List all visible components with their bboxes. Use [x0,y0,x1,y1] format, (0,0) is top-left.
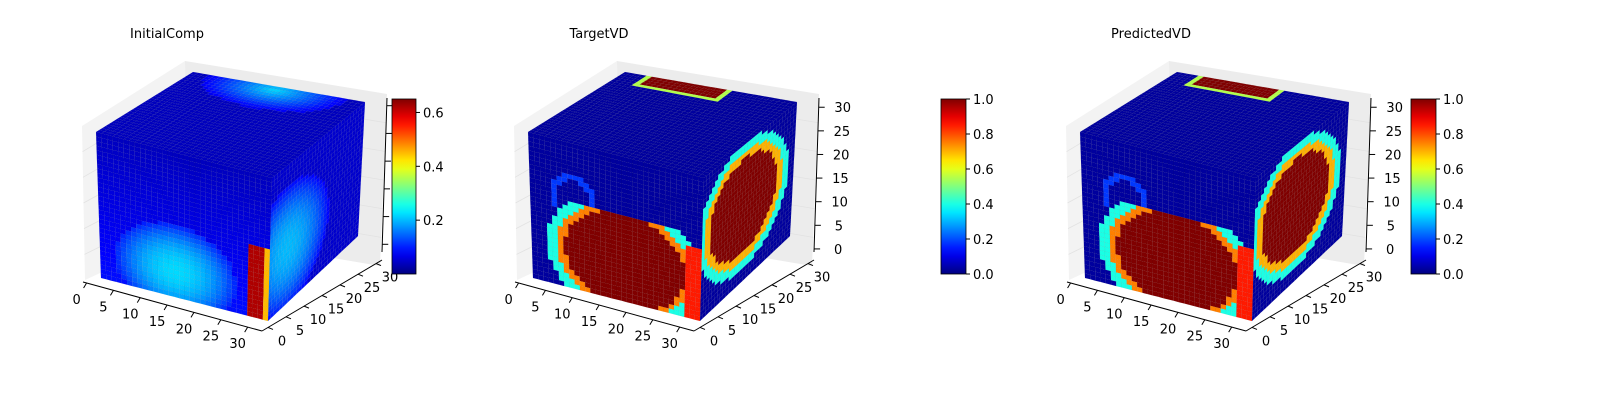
y-tick-label: 20 [1330,292,1347,307]
y-tick-label: 30 [1366,271,1383,286]
colorbar-tick-label: 1.0 [973,93,994,108]
colorbar: 0.2 0.4 0.6 [391,98,444,275]
y-tick-label: 10 [1294,313,1311,328]
z-tick-label: 0 [1386,243,1394,258]
x-tick-label: 10 [1106,308,1123,323]
y-tick-label: 0 [278,334,286,349]
side-face [699,101,798,322]
x-tick-label: 5 [531,300,539,315]
side-face [1251,101,1350,322]
y-tick-label: 0 [1262,334,1270,349]
colorbar-tick-label: 0.2 [973,233,994,248]
colorbar-gradient [391,98,417,275]
colorbar-gradient [1410,98,1437,275]
z-axis [381,97,388,253]
panel-title: PredictedVD [1111,27,1191,42]
colorbar: 0.0 0.2 0.4 0.6 0.8 1.0 [940,93,994,283]
z-tick-label: 15 [832,172,849,187]
y-tick-label: 5 [1280,324,1288,339]
y-tick-label: 20 [778,292,795,307]
x-tick-label: 25 [203,330,220,345]
colorbar-tick-label: 0.6 [423,106,444,121]
z-tick-label: 20 [1385,148,1402,163]
x-tick-label: 20 [176,322,193,337]
z-tick-label: 10 [831,196,848,211]
x-tick-label: 25 [635,330,652,345]
z-tick-label: 5 [835,219,843,234]
z-tick-label: 15 [1384,172,1401,187]
x-tick-label: 0 [72,293,80,308]
x-tick-label: 5 [1083,300,1091,315]
panel-title: InitialComp [130,27,204,42]
colorbar-tick-label: 0.6 [1443,163,1464,178]
z-tick-label: 25 [1386,125,1403,140]
colorbar-tick-label: 0.2 [1443,233,1464,248]
panel-title: TargetVD [568,27,628,42]
z-tick-label: 30 [834,101,851,116]
x-tick-label: 30 [229,337,246,352]
x-tick-label: 15 [581,315,598,330]
y-tick-label: 5 [728,324,736,339]
y-tick-label: 25 [1348,281,1365,296]
colorbar-tick-label: 0.4 [973,198,994,213]
colorbar-tick-label: 0.0 [1443,268,1464,283]
top-face [95,71,366,179]
y-tick-label: 30 [814,271,831,286]
y-tick-label: 0 [710,334,718,349]
y-tick-label: 25 [364,281,381,296]
colorbar-tick-label: 0.4 [1443,198,1464,213]
side-face [267,101,366,322]
y-tick-label: 10 [310,313,327,328]
x-tick-label: 25 [1187,330,1204,345]
z-tick-label: 30 [1386,101,1403,116]
y-tick-label: 10 [742,313,759,328]
y-tick-label: 25 [796,281,813,296]
z-axis [1365,97,1372,253]
x-tick-label: 5 [99,300,107,315]
colorbar-tick-label: 0.0 [973,268,994,283]
x-tick-label: 30 [661,337,678,352]
x-tick-label: 20 [608,322,625,337]
x-tick-label: 10 [554,308,571,323]
colorbar-gradient [940,98,967,275]
z-tick-label: 5 [1387,219,1395,234]
z-tick-label: 20 [833,148,850,163]
front-face [1079,131,1257,322]
x-tick-label: 0 [504,293,512,308]
top-face [1079,71,1350,179]
y-tick-label: 20 [346,292,363,307]
colorbar-tick-label: 0.2 [423,214,444,229]
x-tick-label: 0 [1056,293,1064,308]
colorbar: 0.0 0.2 0.4 0.6 0.8 1.0 [1410,93,1464,283]
z-tick-label: 10 [1383,196,1400,211]
y-tick-label: 15 [760,303,777,318]
x-axis [82,281,263,332]
colorbar-tick-label: 1.0 [1443,93,1464,108]
y-tick-label: 5 [296,324,304,339]
y-tick-label: 15 [1312,303,1329,318]
colorbar-tick-label: 0.6 [973,163,994,178]
z-tick-label: 0 [834,243,842,258]
x-tick-label: 20 [1160,322,1177,337]
x-tick-label: 15 [1133,315,1150,330]
y-tick-label: 15 [328,303,345,318]
x-tick-label: 15 [149,315,166,330]
x-tick-label: 30 [1213,337,1230,352]
x-axis [514,281,695,332]
front-face [527,131,705,322]
front-face [95,131,273,322]
colorbar-tick-label: 0.8 [973,128,994,143]
z-axis [813,97,820,253]
x-axis [1066,281,1247,332]
x-tick-label: 10 [122,308,139,323]
z-tick-label: 25 [834,125,851,140]
colorbar-tick-label: 0.8 [1443,128,1464,143]
colorbar-tick-label: 0.4 [423,160,444,175]
top-face [527,71,798,179]
